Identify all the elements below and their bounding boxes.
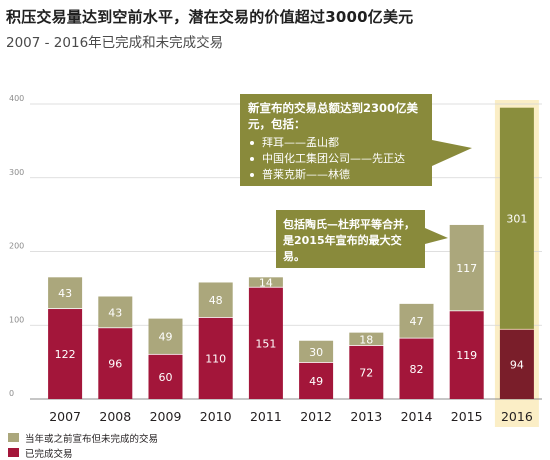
legend-swatch-pending — [8, 433, 19, 442]
x-tick-label: 2015 — [451, 409, 483, 424]
bar-completed — [299, 362, 334, 399]
y-tick-label: 100 — [9, 315, 24, 324]
bar-completed — [248, 287, 283, 399]
x-tick-label: 2013 — [350, 409, 382, 424]
data-label-pending: 18 — [359, 333, 373, 346]
bar-pending — [48, 277, 83, 309]
bar-completed — [198, 317, 233, 399]
callout-main-head: 新宣布的交易总额达到2300亿美元，包括： — [248, 101, 419, 131]
legend-label-completed: 已完成交易 — [25, 448, 73, 460]
data-label-completed: 119 — [456, 349, 477, 362]
data-label-completed: 94 — [510, 358, 524, 371]
x-tick-label: 2009 — [150, 409, 182, 424]
data-label-pending: 48 — [209, 294, 223, 307]
bar-pending — [148, 318, 183, 354]
bar-pending — [248, 277, 283, 287]
callout-shapes — [240, 94, 472, 268]
data-label-pending: 49 — [159, 331, 173, 344]
bar-pending — [499, 107, 534, 329]
callout-second-bubble — [276, 210, 448, 268]
bar-pending — [198, 282, 233, 318]
callout-second-text: 包括陶氏—杜邦平等合并，是2015年宣布的最大交易。 — [283, 218, 415, 263]
x-tick-label: 2008 — [99, 409, 131, 424]
chart-subtitle: 2007 - 2016年已完成和未完成交易 — [6, 35, 224, 51]
callout-item: 拜耳——孟山都 — [248, 135, 426, 151]
x-tick-label: 2007 — [49, 409, 81, 424]
bar-completed — [349, 345, 384, 399]
data-label-completed: 72 — [359, 366, 373, 379]
y-tick-label: 300 — [9, 168, 24, 177]
data-label-pending: 301 — [506, 213, 527, 226]
x-tick-label: 2016 — [501, 409, 533, 424]
x-tick-label: 2010 — [200, 409, 232, 424]
data-label-pending: 117 — [456, 262, 477, 275]
x-tick-label: 2012 — [300, 409, 332, 424]
y-axis: 0 100 200 300 400 — [9, 94, 24, 398]
callout-main-text: 新宣布的交易总额达到2300亿美元，包括： 拜耳——孟山都 中国化工集团公司——… — [248, 100, 426, 183]
data-label-pending: 14 — [259, 276, 273, 289]
y-tick-label: 0 — [9, 389, 14, 398]
data-label-pending: 43 — [58, 287, 72, 300]
bar-completed — [499, 329, 534, 399]
x-tick-label: 2014 — [401, 409, 433, 424]
legend-item-pending: 当年或之前宣布但未完成的交易 — [8, 430, 158, 445]
legend-item-completed: 已完成交易 — [8, 445, 158, 460]
bar-pending — [98, 296, 133, 328]
data-label-pending: 43 — [108, 306, 122, 319]
bar-pending — [299, 340, 334, 363]
bar-pending — [349, 332, 384, 346]
data-label-completed: 151 — [255, 337, 276, 350]
bar-completed — [148, 354, 183, 399]
legend-swatch-completed — [8, 448, 19, 457]
data-label-pending: 30 — [309, 346, 323, 359]
bar-pending — [399, 303, 434, 338]
bar-completed — [98, 328, 133, 399]
data-label-completed: 96 — [108, 358, 122, 371]
bar-completed — [48, 309, 83, 399]
data-label-completed: 49 — [309, 375, 323, 388]
chart-title: 积压交易量达到空前水平，潜在交易的价值超过3000亿美元 — [6, 8, 414, 26]
callout-main-bubble — [240, 94, 472, 186]
bar-completed — [399, 338, 434, 399]
bar-completed — [449, 311, 484, 399]
data-label-completed: 82 — [410, 363, 424, 376]
x-axis: 2007 2008 2009 2010 2011 2012 2013 2014 2015 2016 — [49, 409, 533, 424]
data-label-pending: 47 — [410, 315, 424, 328]
callout-item: 普莱克斯——林德 — [248, 167, 426, 183]
bar-pending — [449, 224, 484, 311]
bars: 122 43 96 43 60 49 110 48 151 14 49 30 72 18 82 47 119 11… — [48, 107, 534, 399]
callout-item: 中国化工集团公司——先正达 — [248, 151, 426, 167]
legend-label-pending: 当年或之前宣布但未完成的交易 — [25, 433, 159, 445]
callout-main-list: 拜耳——孟山都 中国化工集团公司——先正达 普莱克斯——林德 — [248, 135, 426, 183]
legend: 当年或之前宣布但未完成的交易 已完成交易 — [8, 430, 158, 460]
y-tick-label: 200 — [9, 242, 24, 251]
data-label-completed: 60 — [159, 371, 173, 384]
data-label-completed: 122 — [55, 348, 76, 361]
data-label-completed: 110 — [205, 352, 226, 365]
x-tick-label: 2011 — [250, 409, 282, 424]
y-tick-label: 400 — [9, 94, 24, 103]
